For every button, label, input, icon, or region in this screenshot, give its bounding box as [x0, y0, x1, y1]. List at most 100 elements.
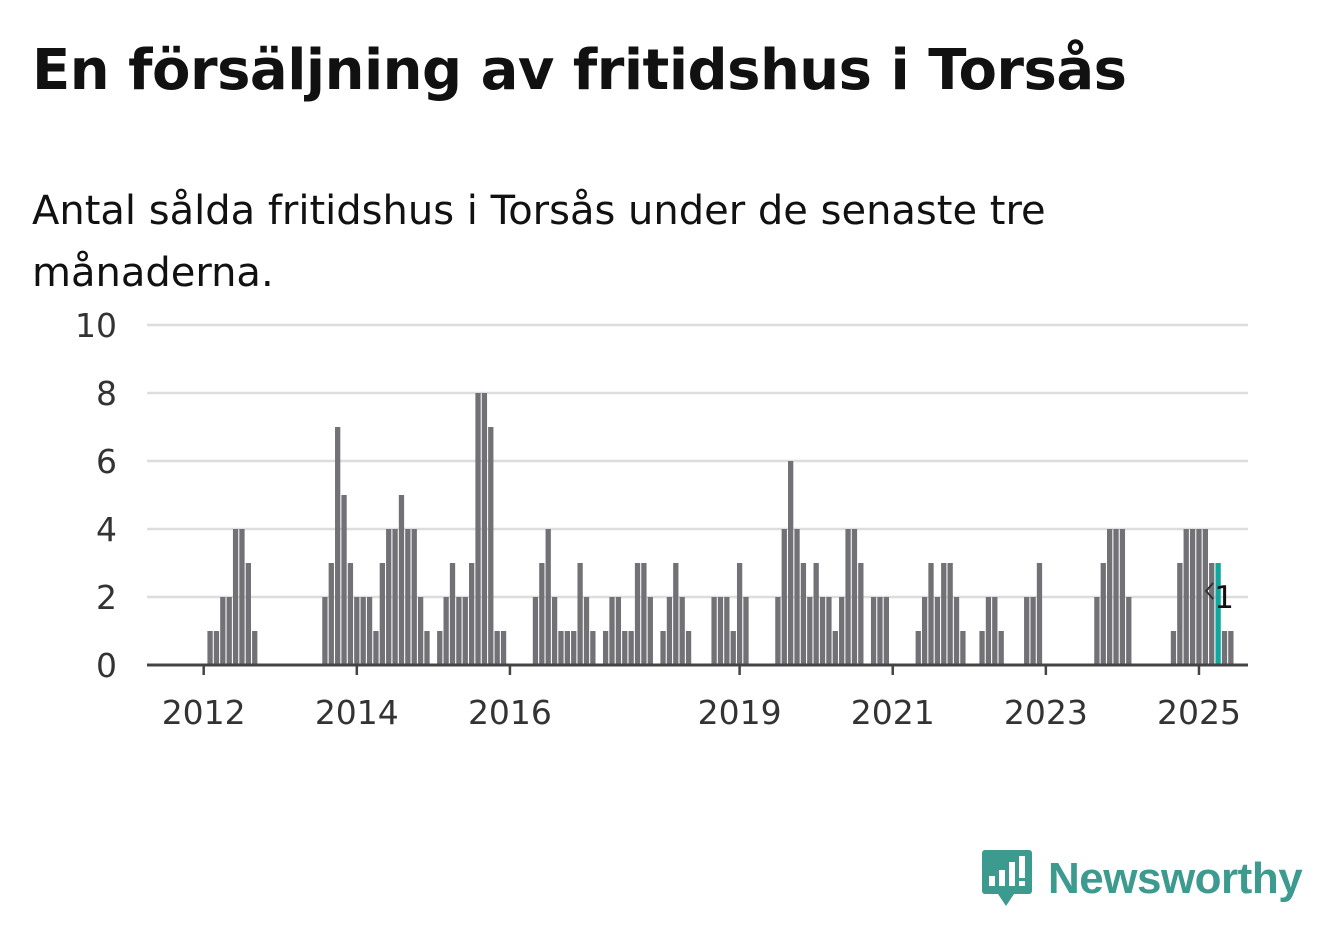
bar: [1030, 597, 1036, 665]
annotation: 1: [1204, 580, 1234, 616]
bar: [807, 597, 813, 665]
newsworthy-logo-text: Newsworthy: [1048, 854, 1303, 903]
bar: [335, 427, 341, 665]
annotation-label: 1: [1214, 580, 1234, 616]
bar: [341, 495, 347, 665]
grid-lines: [147, 323, 1248, 599]
bar: [405, 529, 411, 665]
bar: [1126, 597, 1132, 665]
bar: [366, 597, 373, 665]
bar: [1183, 529, 1189, 665]
bar-highlight: [1215, 563, 1221, 665]
bar: [730, 631, 736, 665]
y-tick-label: 10: [75, 306, 117, 345]
bar: [826, 597, 832, 665]
y-tick-label: 6: [96, 442, 117, 481]
x-tick-label: 2025: [1157, 693, 1241, 732]
x-tick-label: 2021: [851, 693, 935, 732]
bar: [781, 529, 787, 665]
bar: [960, 631, 966, 665]
x-axis-ticks: 2012 2014 2016 2019 2021 2023 2025: [162, 665, 1241, 732]
bar-series: [207, 393, 1234, 665]
bar: [941, 563, 947, 665]
bar: [813, 563, 819, 665]
newsworthy-logo: Newsworthy: [980, 848, 1303, 910]
bar: [239, 529, 245, 665]
bar: [845, 529, 851, 665]
bar: [398, 495, 405, 665]
bar: [928, 563, 934, 665]
x-tick-label: 2023: [1004, 693, 1088, 732]
bar: [953, 597, 960, 665]
chart-title: En försäljning av fritidshus i Torsås: [32, 38, 1127, 103]
bar: [545, 529, 551, 665]
bar: [685, 631, 692, 665]
bar: [583, 597, 590, 665]
bar: [666, 597, 673, 665]
bar: [934, 597, 941, 665]
bar: [590, 631, 596, 665]
bar: [1107, 529, 1113, 665]
bar: [622, 631, 628, 665]
bar: [1100, 563, 1106, 665]
bar: [488, 427, 494, 665]
bar: [475, 393, 481, 665]
y-tick-label: 4: [96, 510, 117, 549]
bar: [1094, 597, 1100, 665]
bar: [788, 461, 794, 665]
bar: [379, 563, 385, 665]
bar: [322, 597, 328, 665]
bar: [213, 631, 220, 665]
x-tick-label: 2014: [315, 693, 399, 732]
bar: [1119, 529, 1126, 665]
bar: [858, 563, 864, 665]
bar: [641, 563, 647, 665]
bar: [1024, 597, 1030, 665]
bar: [736, 563, 743, 665]
bar: [1202, 529, 1208, 665]
bar: [232, 529, 239, 665]
bar-chart: 0 2 4 6 8 10 2012 2014 2016 2019 2021 2023 2025 1: [75, 306, 1248, 732]
y-tick-label: 0: [96, 646, 117, 685]
bar: [1170, 631, 1177, 665]
bar: [992, 597, 998, 665]
bar: [245, 563, 251, 665]
bar: [564, 631, 570, 665]
bar: [743, 597, 749, 665]
bar: [851, 529, 858, 665]
bar: [679, 597, 685, 665]
bar: [717, 597, 724, 665]
x-tick-label: 2016: [468, 693, 552, 732]
bar: [602, 631, 609, 665]
bar: [1113, 529, 1119, 665]
bar: [947, 563, 953, 665]
bar: [1177, 563, 1183, 665]
bar: [532, 597, 539, 665]
bar: [800, 563, 807, 665]
bar: [558, 631, 564, 665]
bar: [832, 631, 838, 665]
bar: [392, 529, 398, 665]
bar: [469, 563, 475, 665]
bar: [481, 393, 488, 665]
bar: [609, 597, 615, 665]
bar: [660, 631, 666, 665]
bar: [877, 597, 883, 665]
bar: [1221, 631, 1228, 665]
bar: [424, 631, 430, 665]
bar: [220, 597, 226, 665]
bar: [577, 563, 583, 665]
bar: [1036, 563, 1043, 665]
bar: [775, 597, 781, 665]
bar: [711, 597, 717, 665]
bar: [870, 597, 877, 665]
bar: [985, 597, 992, 665]
bar: [500, 631, 507, 665]
bar: [1189, 529, 1196, 665]
bar: [417, 597, 424, 665]
bar: [998, 631, 1004, 665]
bar: [839, 597, 845, 665]
bar: [1196, 529, 1202, 665]
bar: [539, 563, 545, 665]
bar: [634, 563, 641, 665]
